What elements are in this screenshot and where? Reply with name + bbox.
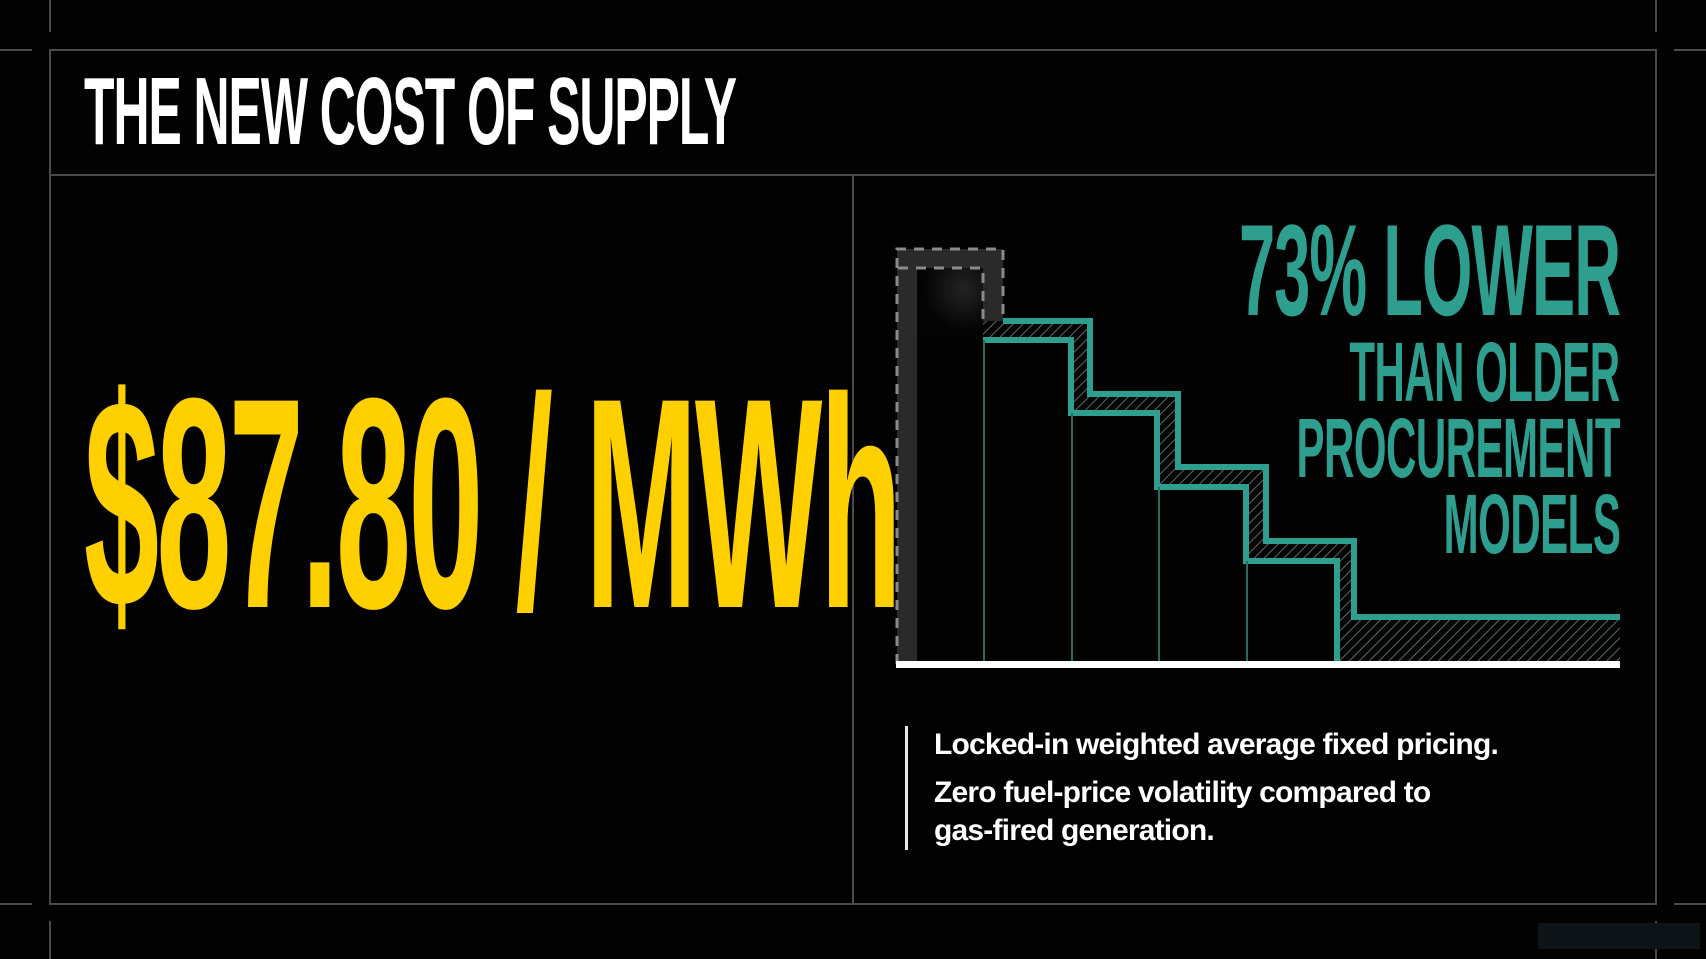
frame-divider-vertical [852,175,854,904]
staircase-outer-line [1003,318,1620,620]
bar-dividers [983,340,1248,661]
price-figure: $87.80 / MWh [84,335,902,671]
frame-line-left-main [49,49,51,905]
corner-overlay [1538,923,1700,949]
frame-line-top [49,49,1656,51]
stat-line-1: THAN OLDER [1349,325,1621,419]
frame-line-top-right-mark [1674,49,1706,51]
note-2: Zero fuel-price volatility compared to g… [934,776,1431,847]
frame-line-left [49,0,51,32]
older-model-bar [895,247,1005,664]
stat-line-2: PROCUREMENT [1296,401,1620,495]
staircase-inner-line [983,337,1340,661]
stat-line-3: MODELS [1443,477,1620,571]
frame-line-top-left-mark [0,49,32,51]
frame-line-bottom-left-mark [0,903,32,905]
notes-block: Locked-in weighted average fixed pricing… [905,726,1654,850]
frame-line-left-bottom-mark [49,921,51,959]
frame-line-right-main [1655,49,1657,905]
frame-line-right [1655,0,1657,32]
slide-title: THE NEW COST OF SUPPLY [84,58,737,165]
note-1: Locked-in weighted average fixed pricing… [934,728,1499,761]
chart-baseline [896,661,1620,668]
stat-headline: 73% LOWER [1238,197,1621,343]
frame-line-bottom-right-mark [1674,903,1706,905]
staircase-hatch [983,321,1620,661]
frame-line-bottom [49,903,1656,905]
